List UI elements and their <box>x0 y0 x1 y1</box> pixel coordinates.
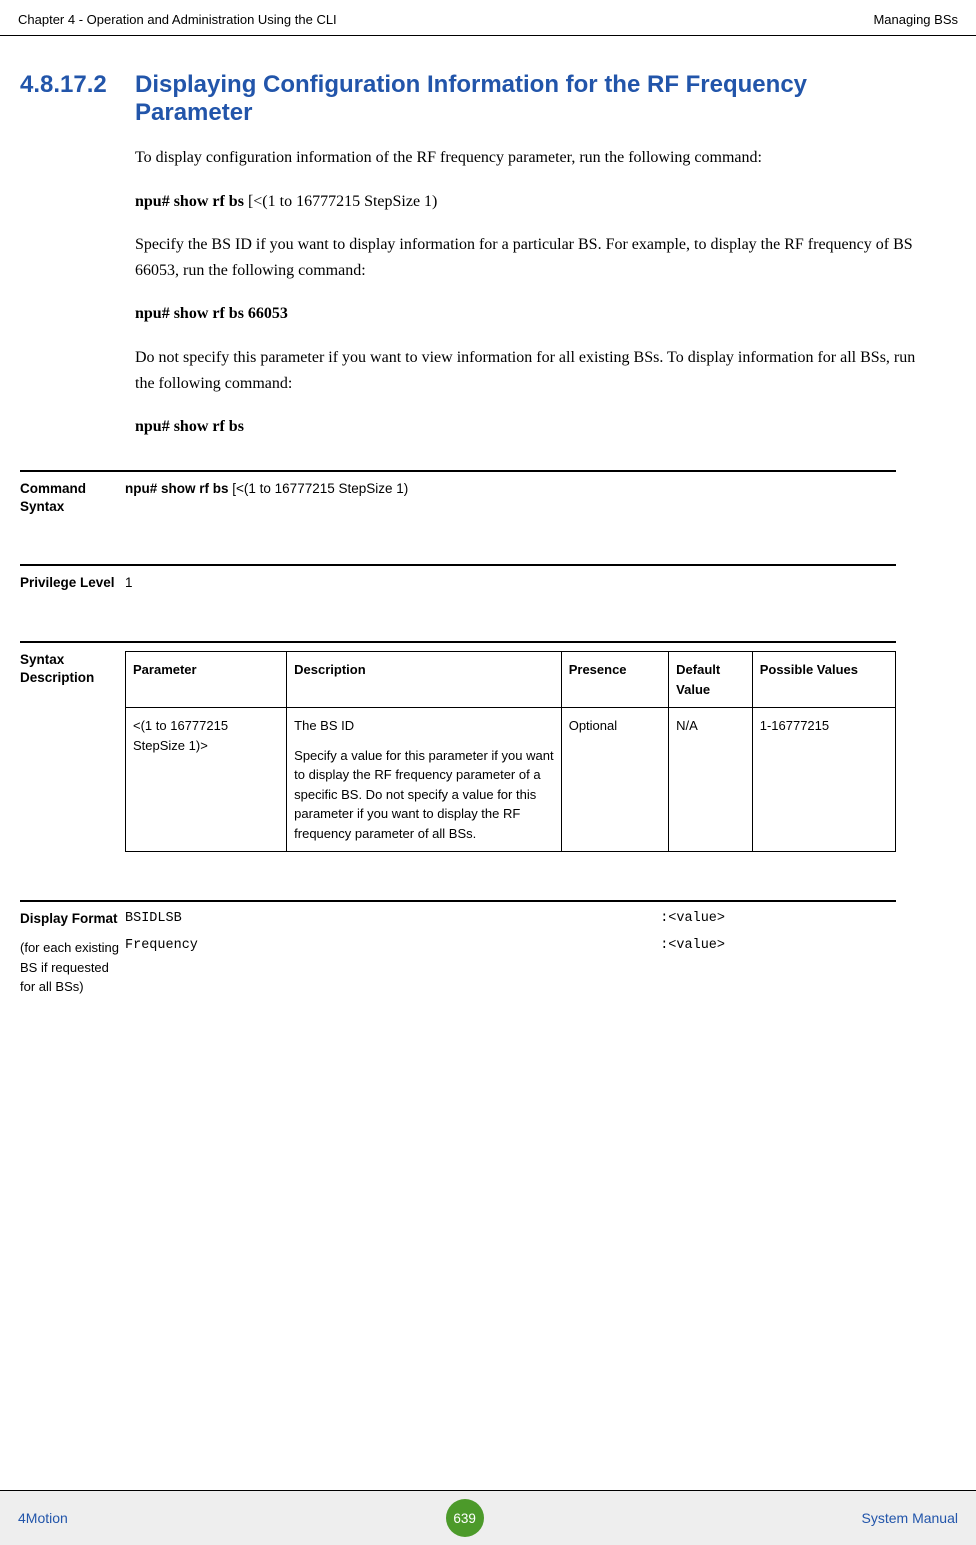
header-right: Managing BSs <box>873 12 958 27</box>
td-parameter: <(1 to 16777215 StepSize 1)> <box>126 708 287 852</box>
privilege-block: Privilege Level 1 <box>20 564 896 611</box>
table-row: <(1 to 16777215 StepSize 1)> The BS ID S… <box>126 708 896 852</box>
df-line1: BSIDLSB :<value> <box>125 910 725 929</box>
paragraph-intro: To display configuration information of … <box>135 145 916 171</box>
cs-bold: npu# show rf bs <box>125 481 232 496</box>
command-example-3: npu# show rf bs <box>135 414 916 440</box>
df1-left: BSIDLSB <box>125 910 182 929</box>
df-line2: Frequency :<value> <box>125 937 725 956</box>
syntax-description-block: Syntax Description Parameter Description… <box>20 641 896 870</box>
paragraph-nospecify: Do not specify this parameter if you wan… <box>135 345 916 396</box>
th-possible: Possible Values <box>752 652 895 708</box>
footer-right: System Manual <box>862 1510 958 1526</box>
display-format-label-col: Display Format (for each existing BS if … <box>20 910 125 997</box>
td-possible: 1-16777215 <box>752 708 895 852</box>
command-syntax-label: Command Syntax <box>20 480 125 516</box>
df2-left: Frequency <box>125 937 198 956</box>
privilege-label: Privilege Level <box>20 574 125 593</box>
header-left: Chapter 4 - Operation and Administration… <box>18 12 337 27</box>
section-heading: 4.8.17.2 Displaying Configuration Inform… <box>0 71 976 127</box>
th-default: Default Value <box>669 652 753 708</box>
privilege-value: 1 <box>125 574 896 593</box>
command-syntax-value: npu# show rf bs [<(1 to 16777215 StepSiz… <box>125 480 896 516</box>
command-example-1: npu# show rf bs [<(1 to 16777215 StepSiz… <box>135 189 916 215</box>
display-format-label: Display Format <box>20 910 125 928</box>
table-header-row: Parameter Description Presence Default V… <box>126 652 896 708</box>
cmd-rest-part: [<(1 to 16777215 StepSize 1) <box>248 193 437 210</box>
desc-rest: Specify a value for this parameter if yo… <box>294 746 554 844</box>
page-footer: 4Motion 639 System Manual <box>0 1490 976 1545</box>
th-parameter: Parameter <box>126 652 287 708</box>
th-description: Description <box>287 652 562 708</box>
display-format-value: BSIDLSB :<value> Frequency :<value> <box>125 910 896 997</box>
page-number-badge: 639 <box>446 1499 484 1537</box>
cmd-bold-part: npu# show rf bs <box>135 193 248 210</box>
syntax-table: Parameter Description Presence Default V… <box>125 651 896 852</box>
command-syntax-block: Command Syntax npu# show rf bs [<(1 to 1… <box>20 470 896 534</box>
command-example-2: npu# show rf bs 66053 <box>135 301 916 327</box>
section-title: Displaying Configuration Information for… <box>135 71 916 127</box>
syntax-desc-label: Syntax Description <box>20 651 125 852</box>
display-format-note: (for each existing BS if requested for a… <box>20 938 125 997</box>
page-header: Chapter 4 - Operation and Administration… <box>0 0 976 36</box>
syntax-table-wrapper: Parameter Description Presence Default V… <box>125 651 896 852</box>
paragraph-specify: Specify the BS ID if you want to display… <box>135 232 916 283</box>
th-presence: Presence <box>561 652 668 708</box>
td-presence: Optional <box>561 708 668 852</box>
section-number: 4.8.17.2 <box>20 71 135 99</box>
display-format-block: Display Format (for each existing BS if … <box>20 900 896 1015</box>
df2-right: :<value> <box>660 937 725 956</box>
cs-rest: [<(1 to 16777215 StepSize 1) <box>232 481 408 496</box>
td-default: N/A <box>669 708 753 852</box>
td-description: The BS ID Specify a value for this param… <box>287 708 562 852</box>
df1-right: :<value> <box>660 910 725 929</box>
desc-line1: The BS ID <box>294 716 554 736</box>
footer-left: 4Motion <box>18 1510 68 1526</box>
